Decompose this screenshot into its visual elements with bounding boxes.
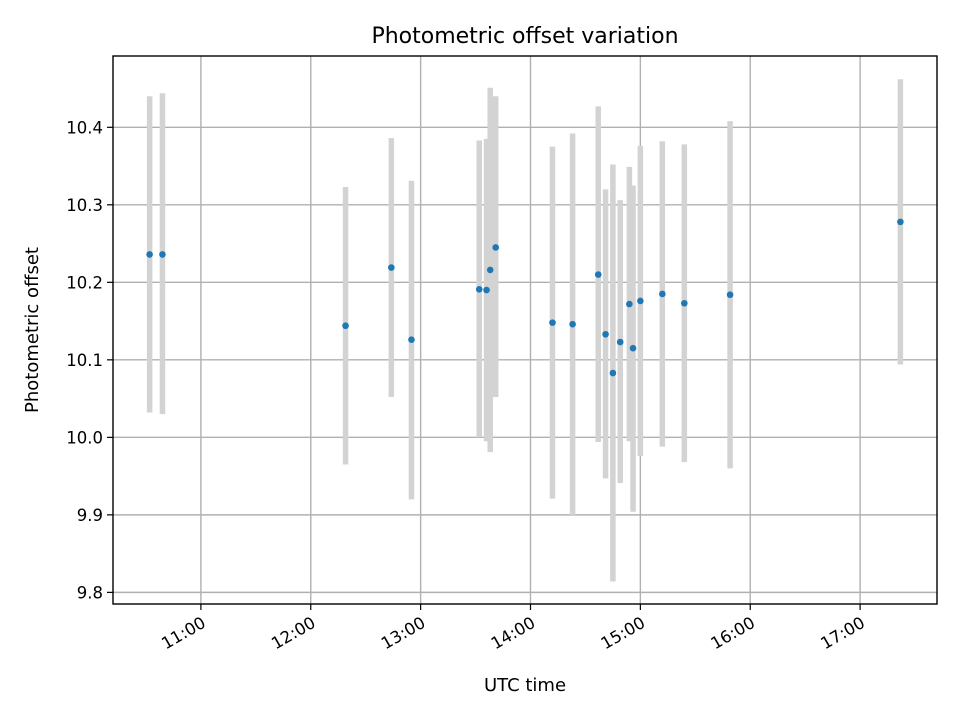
data-point: [146, 251, 153, 258]
data-point: [569, 320, 576, 328]
data-point: [897, 218, 904, 226]
x-axis: 11:00 12:00 13:00 14:00 15:00 16:00 17:00: [158, 604, 868, 653]
y-tick-label: 10.2: [66, 273, 103, 292]
data-point: [475, 286, 483, 293]
x-tick-label: 17:00: [817, 613, 868, 653]
x-axis-label: UTC time: [484, 675, 566, 696]
x-tick-label: 15:00: [598, 613, 649, 653]
y-tick-label: 9.9: [77, 506, 103, 525]
x-tick-label: 11:00: [158, 613, 209, 653]
data-point: [342, 322, 349, 330]
error-bars: [146, 79, 904, 582]
data-point: [726, 291, 734, 299]
data-point: [159, 251, 166, 258]
data-point: [637, 297, 644, 305]
y-tick-label: 10.1: [66, 351, 103, 370]
grid: [113, 56, 937, 604]
data-point: [408, 336, 415, 343]
data-point: [609, 369, 617, 377]
data-point: [486, 266, 494, 274]
y-tick-label: 10.4: [66, 118, 103, 137]
data-point: [602, 330, 609, 338]
data-point: [594, 271, 602, 278]
x-tick-label: 12:00: [268, 613, 319, 653]
data-point: [659, 290, 666, 298]
data-points: [146, 218, 904, 377]
data-point: [483, 286, 490, 294]
y-tick-label: 9.8: [77, 583, 103, 602]
data-point: [549, 319, 556, 326]
x-tick-label: 13:00: [378, 613, 429, 653]
y-tick-label: 10.0: [66, 428, 103, 447]
data-point: [626, 300, 633, 308]
data-point: [492, 244, 500, 251]
x-tick-label: 16:00: [708, 613, 759, 653]
data-point: [681, 299, 688, 307]
y-axis: 9.8 9.9 10.0 10.1 10.2 10.3 10.4: [66, 118, 113, 602]
chart-title: Photometric offset variation: [371, 24, 678, 49]
y-axis-label: Photometric offset: [22, 247, 43, 413]
plot-frame: [112, 55, 938, 605]
data-point: [388, 264, 395, 271]
data-point: [616, 338, 624, 346]
x-tick-label: 14:00: [488, 613, 539, 653]
y-tick-label: 10.3: [66, 196, 103, 215]
data-point: [629, 344, 637, 352]
